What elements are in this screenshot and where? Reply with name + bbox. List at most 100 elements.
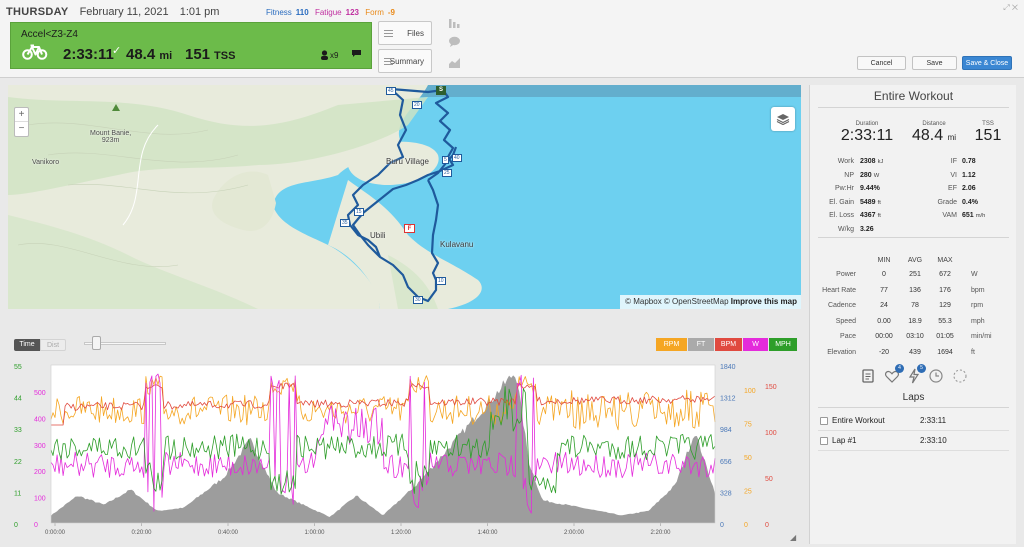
x-tick-label: 1:00:00 [304, 530, 325, 536]
stat-label: VI [950, 171, 957, 179]
divider [818, 450, 1009, 451]
map-attribution: © Mapbox © OpenStreetMap Improve this ma… [620, 295, 801, 309]
improve-map-link[interactable]: Improve this map [730, 297, 797, 306]
y-tick-rpm: 25 [744, 489, 752, 496]
fitness-label: Fitness [266, 8, 292, 17]
y-tick-rpm: 50 [744, 455, 752, 462]
metric-label: Elevation [827, 348, 856, 356]
lap-time: 2:33:11 [920, 416, 947, 425]
distance-marker: 40 [452, 154, 462, 162]
time-text: 1:01 pm [179, 6, 220, 18]
x-tick-label: 2:20:00 [650, 530, 671, 536]
fitness-value: 110 [295, 8, 309, 17]
notes-icon[interactable] [860, 368, 876, 384]
stat-row: IF 0.78 [910, 158, 1017, 168]
y-tick-mph: 22 [14, 459, 22, 466]
legend-mph[interactable]: MPH [769, 338, 797, 351]
distance-marker: 10 [436, 277, 446, 285]
stat-label: W/kg [838, 225, 854, 233]
resize-handle-icon[interactable]: ◢ [790, 533, 797, 542]
stat-distance: Distance 48.4 mi [911, 121, 957, 144]
summary-duration: 2:33:11 [63, 46, 114, 63]
stat-row: El. Gain 5489 ft [810, 199, 908, 209]
divider [818, 430, 1009, 431]
smoothing-slider-track[interactable] [84, 342, 166, 345]
route-map[interactable]: + − Mount Banie, 923m Vanikoro Buru Vill… [8, 85, 801, 309]
y-tick-rpm: 100 [744, 388, 756, 395]
bolt-badge: 5 [917, 364, 926, 373]
bar-chart-icon[interactable] [448, 16, 461, 29]
y-tick-elevation: 1840 [720, 364, 736, 371]
divider [818, 107, 1009, 108]
comment-icon[interactable] [351, 49, 362, 58]
y-tick-watts: 400 [34, 416, 46, 423]
metric-avg: 03:10 [906, 333, 924, 340]
x-tick-label: 0:20:00 [131, 530, 152, 536]
legend-w[interactable]: W [743, 338, 768, 351]
lap-row[interactable]: Entire Workout 2:33:11 [810, 415, 1017, 431]
series-bpm [51, 382, 716, 426]
legend-bpm[interactable]: BPM [715, 338, 742, 351]
stat-value: 9.44% [860, 185, 880, 192]
cancel-button[interactable]: Cancel [857, 56, 906, 70]
list-icon [384, 58, 393, 65]
metric-max: 01:05 [936, 333, 954, 340]
dist-toggle[interactable]: Dist [40, 339, 66, 351]
map-label-ubili: Ubili [370, 231, 386, 240]
osm-link[interactable]: © OpenStreetMap [663, 297, 729, 306]
y-tick-mph: 44 [14, 396, 22, 403]
metric-row: Power 0 251 672 W [810, 271, 1017, 283]
lap-checkbox[interactable] [820, 437, 828, 445]
time-toggle[interactable]: Time [14, 339, 40, 351]
summary-count: x9 [330, 51, 339, 60]
y-tick-elevation: 1312 [720, 396, 736, 403]
finish-marker[interactable]: F [404, 224, 415, 233]
map-terrain [8, 85, 801, 309]
mapbox-link[interactable]: © Mapbox [625, 297, 662, 306]
y-tick-watts: 200 [34, 469, 46, 476]
stat-label: EF [948, 185, 957, 192]
legend-rpm[interactable]: RPM [656, 338, 687, 351]
metric-min: 24 [880, 302, 888, 309]
metric-avg: 18.9 [908, 317, 922, 325]
legend-ft[interactable]: FT [688, 338, 714, 351]
start-marker[interactable]: S [436, 86, 446, 95]
distance-marker: 45 [386, 87, 396, 95]
distance-marker: 25 [442, 169, 452, 177]
clock-icon[interactable] [928, 368, 944, 384]
metric-unit: mph [971, 317, 985, 325]
area-chart-icon[interactable] [448, 56, 461, 69]
smoothing-slider-thumb[interactable] [92, 336, 101, 350]
lap-checkbox[interactable] [820, 417, 828, 425]
files-button[interactable]: Files [378, 21, 432, 45]
x-tick-label: 1:40:00 [477, 530, 498, 536]
zoom-out-button[interactable]: − [18, 123, 25, 134]
workout-chart[interactable]: 5544332211050040030020010001840131298465… [0, 355, 801, 545]
stat-row: Work 2308 kJ [810, 158, 908, 168]
metric-unit: rpm [971, 302, 984, 309]
save-close-button[interactable]: Save & Close [962, 56, 1012, 70]
metric-row: Elevation -20 439 1694 ft [810, 349, 1017, 361]
zoom-in-button[interactable]: + [15, 108, 28, 122]
metric-max: 1694 [937, 348, 953, 356]
series-w [50, 373, 716, 514]
summary-button[interactable]: Summary [378, 49, 432, 73]
expand-icon[interactable]: ⤢ ✕ [1003, 3, 1018, 12]
stat-label: El. Gain [829, 198, 854, 206]
plot-frame [50, 364, 716, 524]
comment-bubble-icon[interactable] [448, 36, 461, 48]
dashed-circle-icon[interactable] [952, 368, 968, 384]
lap-row[interactable]: Lap #1 2:33:10 [810, 435, 1017, 451]
workout-title[interactable]: Accel<Z3-Z4 [21, 29, 78, 40]
y-tick-elevation: 984 [720, 427, 732, 434]
save-button[interactable]: Save [912, 56, 957, 70]
y-tick-rpm: 0 [744, 522, 748, 529]
list-icon [384, 30, 393, 37]
y-tick-watts: 500 [34, 390, 46, 397]
zoom-control[interactable]: + − [14, 107, 29, 137]
layers-button[interactable] [771, 107, 795, 131]
bolt-icon[interactable] [906, 368, 922, 384]
y-tick-elevation: 656 [720, 459, 732, 466]
chart-legend: RPM FT BPM W MPH [656, 338, 798, 351]
workout-summary-card[interactable]: Accel<Z3-Z4 2:33:11 ✓ 48.4 mi 151 TSS x9 [10, 22, 372, 69]
